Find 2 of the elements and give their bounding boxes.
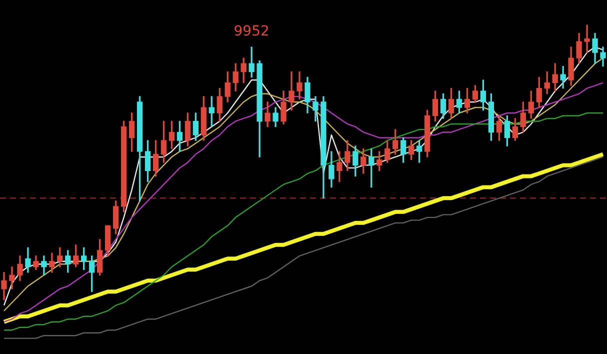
candlestick [584, 24, 590, 53]
annotation: 9952 [234, 24, 270, 40]
